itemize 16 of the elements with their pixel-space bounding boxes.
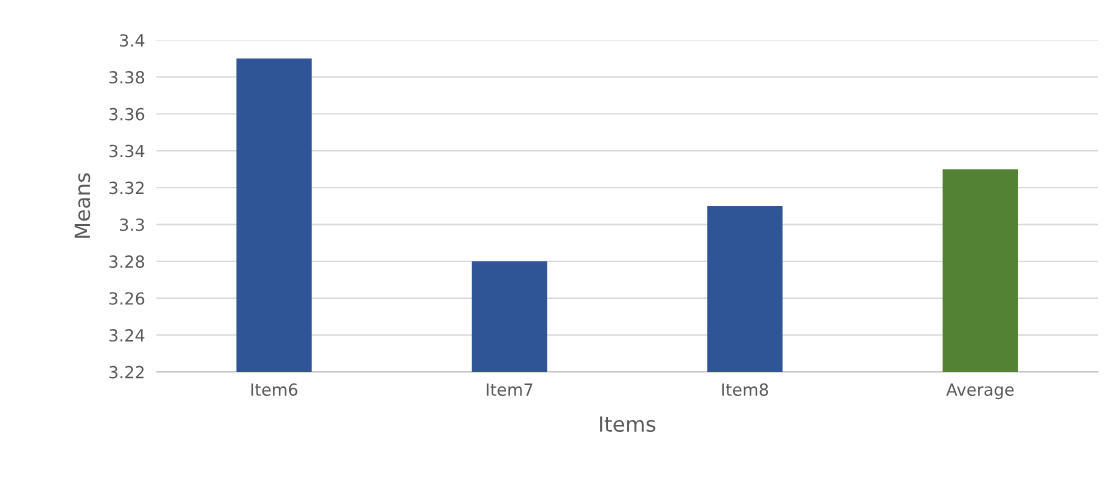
y-tick-label: 3.34 <box>109 144 145 158</box>
x-tick-label: Average <box>946 383 1014 400</box>
y-tick-label: 3.32 <box>109 181 144 195</box>
y-axis-title: Means <box>74 173 91 238</box>
y-tick-label: 3.24 <box>109 329 145 342</box>
y-tick-label: 3.3 <box>120 218 144 232</box>
x-tick-label: Item8 <box>722 383 769 396</box>
x-tick-label: Item7 <box>486 383 533 396</box>
x-tick-label: Item6 <box>251 383 298 396</box>
y-tick-label: 3.4 <box>120 34 145 47</box>
y-tick-label: 3.38 <box>109 71 145 84</box>
y-tick-label: 3.26 <box>109 292 145 305</box>
x-axis-title: Items <box>600 416 656 432</box>
y-tick-label: 3.28 <box>109 255 145 268</box>
y-tick-label: 3.36 <box>109 107 145 121</box>
y-tick-label: 3.22 <box>109 365 144 379</box>
